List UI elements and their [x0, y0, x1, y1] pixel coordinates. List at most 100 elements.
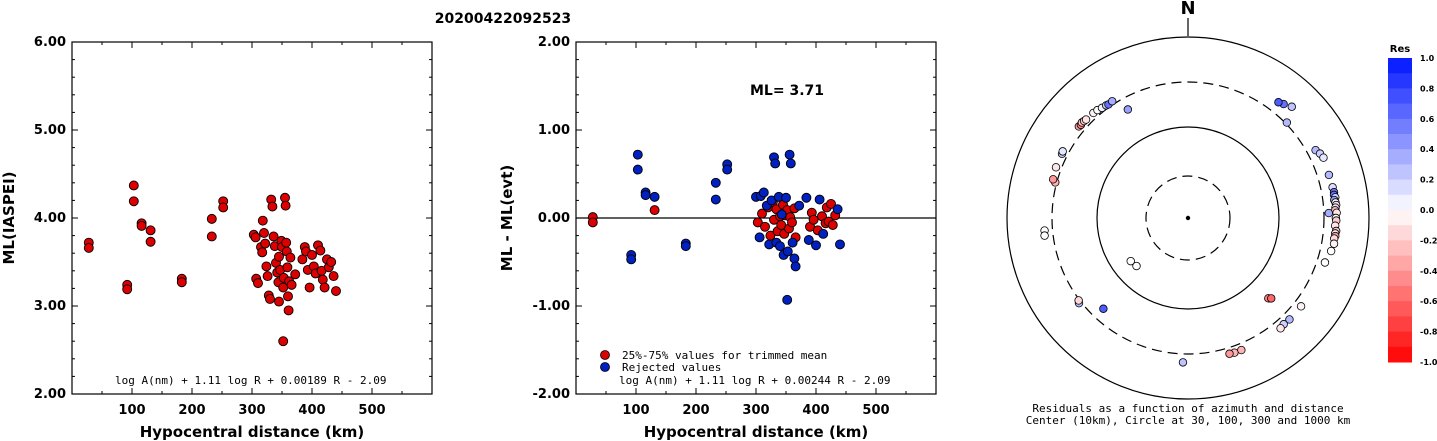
ytick-label: 2.00	[34, 387, 66, 402]
data-point	[267, 201, 278, 212]
xtick-label: 500	[862, 403, 889, 418]
north-label: N	[1180, 0, 1195, 19]
data-point	[297, 254, 308, 265]
data-point	[803, 235, 814, 245]
data-point	[315, 245, 326, 256]
colorbar-tick-labels: 1.0 0.8 0.6 0.4 0.2 0.0 -0.2 -0.4 -0.6 -0.8 -1.0	[1420, 54, 1437, 367]
colorbar-tick-label: -0.8	[1420, 328, 1437, 337]
data-point	[757, 208, 767, 219]
ytick-label: 5.00	[34, 123, 66, 138]
station-points	[1040, 97, 1341, 367]
xtick-label: 500	[358, 403, 385, 418]
data-point	[794, 200, 805, 211]
ytick-label: -2.00	[533, 387, 570, 402]
colorbar-tick-label: 1.0	[1420, 54, 1435, 63]
colorbar-swatch	[1388, 316, 1412, 333]
data-point	[290, 269, 301, 280]
data-point	[281, 237, 292, 248]
ytick-label: 2.00	[538, 35, 570, 50]
station-point	[1048, 175, 1058, 184]
station-point	[1276, 324, 1285, 333]
data-point	[319, 282, 330, 293]
station-point	[1081, 115, 1091, 124]
ytick-label: 0.00	[538, 211, 570, 226]
station-point	[1040, 231, 1049, 240]
data-points	[587, 149, 845, 305]
data-point	[307, 250, 317, 260]
station-point	[1324, 208, 1333, 218]
x-axis-label: Hypocentral distance (km)	[644, 423, 869, 441]
data-point	[286, 279, 297, 290]
data-point	[283, 291, 293, 302]
formula-text: log A(nm) + 1.11 log R + 0.00189 R - 2.0…	[115, 374, 387, 387]
data-point	[218, 202, 229, 213]
colorbar-tick-label: 0.2	[1420, 176, 1434, 185]
data-points	[83, 180, 341, 347]
colorbar-swatch	[1388, 301, 1412, 317]
circle-30km	[1145, 175, 1231, 261]
colorbar-swatch	[1388, 210, 1412, 226]
ytick-label: 4.00	[34, 211, 66, 226]
station-point	[1058, 147, 1067, 156]
data-point	[814, 194, 825, 205]
panel-azimuth-distance: N Residuals as a function of azimuth and…	[1006, 0, 1370, 427]
data-point	[259, 228, 269, 238]
data-point	[782, 294, 793, 305]
epicenter-dot	[1185, 215, 1191, 221]
data-point	[317, 274, 328, 285]
data-point	[122, 284, 133, 295]
data-point	[775, 241, 785, 252]
colorbar-swatch	[1388, 255, 1412, 272]
data-point	[811, 240, 821, 251]
colorbar-tick-label: 0.8	[1420, 84, 1435, 93]
data-point	[145, 225, 156, 236]
data-point	[776, 209, 787, 220]
colorbar-swatch	[1388, 134, 1412, 150]
colorbar-swatch	[1388, 149, 1412, 165]
data-point	[649, 205, 660, 216]
legend-marker-trimmed	[600, 350, 610, 360]
data-point	[250, 232, 261, 243]
outer-circle-1000km	[1006, 36, 1370, 400]
data-point	[285, 252, 296, 263]
colorbar-tick-label: -0.2	[1420, 236, 1437, 245]
colorbar-swatch	[1388, 346, 1412, 363]
ytick-label: 3.00	[34, 299, 66, 314]
data-point	[282, 262, 293, 273]
data-point	[710, 194, 721, 205]
data-point	[206, 213, 217, 224]
plot-frame	[71, 41, 433, 395]
station-point	[1324, 170, 1334, 180]
data-point	[722, 164, 733, 175]
data-point	[785, 158, 796, 169]
xtick-label: 100	[622, 403, 649, 418]
panel-residual-vs-distance: -2.00 -1.00 0.00 1.00 2.00 100 200 300 4…	[498, 35, 937, 441]
data-point	[758, 187, 769, 198]
legend-label-trimmed: 25%-75% values for trimmed mean	[622, 349, 827, 362]
data-point	[649, 191, 660, 202]
data-point	[257, 247, 268, 258]
data-point	[781, 192, 791, 203]
colorbar-swatch	[1388, 286, 1412, 302]
xtick-label: 300	[742, 403, 769, 418]
data-point	[257, 215, 268, 226]
data-point	[331, 286, 341, 296]
station-point	[1320, 258, 1330, 267]
station-point	[1282, 118, 1292, 127]
data-point	[176, 277, 187, 288]
legend: 25%-75% values for trimmed mean Rejected…	[600, 349, 827, 374]
station-point	[1108, 97, 1117, 106]
colorbar-title: Res	[1390, 44, 1410, 55]
ytick-label-group: -2.00 -1.00 0.00 1.00 2.00	[533, 35, 570, 402]
colorbar-swatch	[1388, 331, 1412, 348]
data-point	[136, 220, 147, 231]
data-point	[128, 180, 139, 191]
data-point	[787, 217, 797, 228]
colorbar-swatch	[1388, 118, 1412, 135]
data-point	[260, 238, 271, 249]
ytick-label: 6.00	[34, 35, 66, 50]
data-point	[790, 261, 801, 272]
data-point	[632, 164, 643, 175]
data-point	[587, 217, 598, 228]
